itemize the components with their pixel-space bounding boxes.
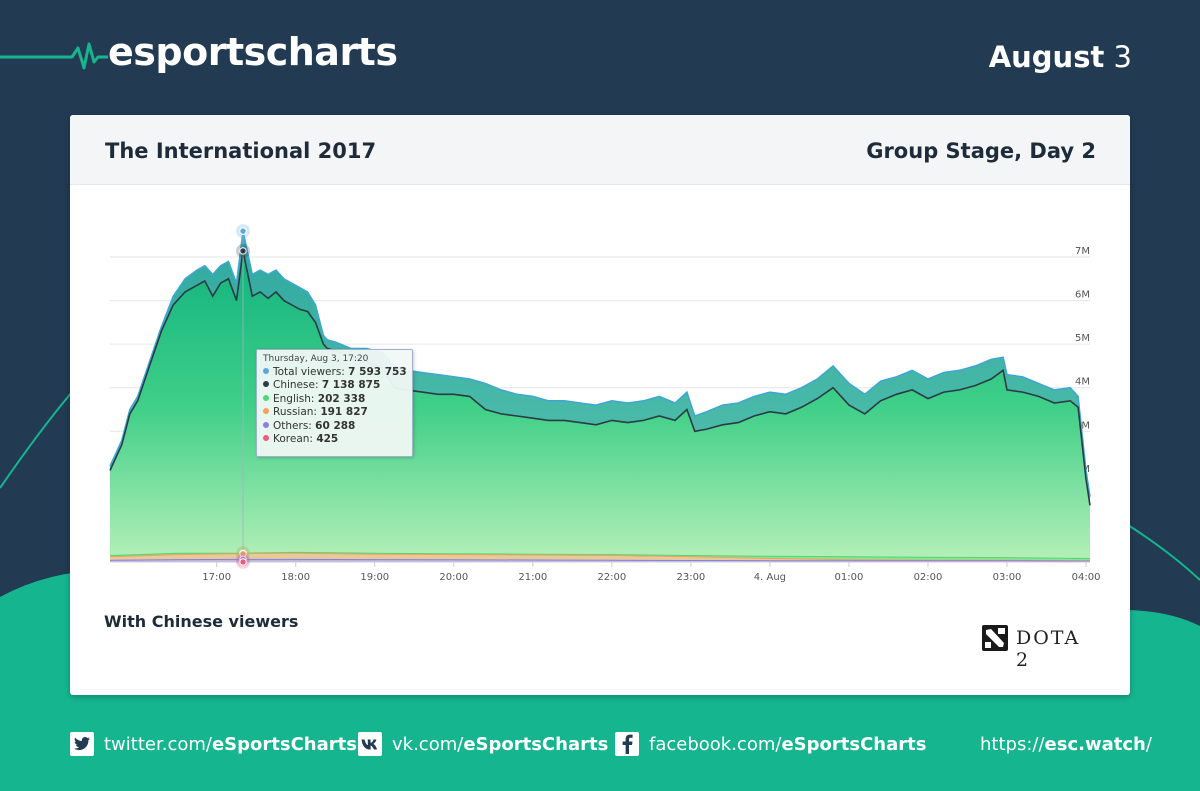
marker-point: [239, 227, 247, 235]
viewers-chart[interactable]: 01M2M3M4M5M6M7M 17:0018:0019:0020:0021:0…: [70, 185, 1130, 605]
tooltip-label: English:: [273, 392, 318, 405]
brand-name: esportscharts: [108, 30, 398, 74]
vk-icon: [358, 732, 382, 756]
tooltip-label: Korean:: [273, 433, 317, 446]
site-domain: esc.watch: [1044, 733, 1146, 755]
stage-subtitle: Group Stage, Day 2: [866, 139, 1096, 163]
tooltip-value: 425: [316, 433, 339, 446]
game-name: DOTA 2: [1016, 627, 1081, 671]
x-tick-label: 19:00: [360, 572, 389, 583]
y-tick-label: 3M: [1075, 420, 1090, 431]
card-header: The International 2017 Group Stage, Day …: [70, 115, 1130, 185]
x-tick-label: 21:00: [518, 572, 547, 583]
tournament-title: The International 2017: [105, 139, 377, 163]
x-tick-label: 22:00: [597, 572, 626, 583]
facebook-prefix: facebook.com/: [649, 733, 782, 755]
y-tick-label: 6M: [1075, 290, 1090, 301]
tooltip-row-korean: Korean: 425: [263, 433, 406, 446]
x-tick-label: 23:00: [676, 572, 705, 583]
date-day: 3: [1113, 40, 1132, 74]
tooltip-row-chinese: Chinese: 7 138 875: [263, 379, 406, 392]
x-tick-label: 17:00: [202, 572, 231, 583]
chart-note: With Chinese viewers: [104, 612, 299, 631]
legend-dot-icon: [263, 408, 269, 415]
series-chinese-area: [110, 250, 1090, 562]
header-date: August 3: [989, 40, 1132, 74]
tooltip-label: Russian:: [273, 406, 321, 419]
y-tick-label: 7M: [1075, 246, 1090, 257]
tooltip-value: 60 288: [315, 419, 356, 432]
site-prefix: https://: [980, 733, 1045, 755]
tooltip-row-russian: Russian: 191 827: [263, 406, 406, 419]
legend-dot-icon: [263, 368, 269, 374]
site-link[interactable]: https://esc.watch /: [980, 731, 1152, 757]
site-suffix: /: [1145, 733, 1152, 755]
footer: twitter.com/eSportsCharts vk.com/eSports…: [0, 731, 1200, 757]
y-tick-label: 4M: [1075, 377, 1090, 388]
series-total-viewers-line: [109, 230, 1091, 497]
facebook-icon: [615, 732, 639, 756]
dota-logo: DOTA 2: [982, 623, 1102, 671]
x-tick-label: 4. Aug: [754, 572, 786, 583]
tooltip-row-others: Others: 60 288: [263, 420, 406, 433]
vk-link[interactable]: vk.com/eSportsCharts: [358, 731, 608, 757]
twitter-icon: [70, 732, 94, 756]
tooltip-label: Others:: [273, 419, 316, 432]
legend-dot-icon: [263, 381, 269, 388]
x-tick-label: 20:00: [439, 572, 468, 583]
tooltip-label: Chinese:: [273, 379, 322, 392]
series-chinese-line: [109, 250, 1091, 506]
tooltip-value: 7 138 875: [321, 379, 381, 392]
x-tick-label: 03:00: [993, 572, 1022, 583]
x-tick-label: 18:00: [281, 572, 310, 583]
twitter-link[interactable]: twitter.com/eSportsCharts: [70, 731, 357, 757]
tooltip-row-total: Total viewers: 7 593 753: [263, 366, 407, 379]
chart-tooltip: Thursday, Aug 3, 17:20 Total viewers: 7 …: [256, 349, 413, 457]
facebook-link[interactable]: facebook.com/eSportsCharts: [615, 731, 926, 757]
twitter-prefix: twitter.com/: [104, 733, 212, 755]
dota-logo-icon: [982, 625, 1008, 651]
legend-dot-icon: [263, 435, 269, 442]
x-tick-label: 01:00: [835, 572, 864, 583]
pulse-icon: [0, 42, 108, 70]
facebook-handle: eSportsCharts: [781, 733, 927, 755]
x-axis: 17:00 18:00 19:00 20:00 21:00 22:00 23:00 4. Au…: [110, 561, 1101, 583]
highlight-markers: [236, 224, 251, 569]
series-others-line: [109, 558, 1091, 562]
marker-point: [239, 247, 247, 255]
tooltip-row-english: English: 202 338: [263, 393, 406, 406]
brand-logo: esportscharts: [0, 30, 420, 80]
date-month: August: [988, 40, 1105, 74]
legend-dot-icon: [263, 421, 269, 428]
legend-dot-icon: [263, 394, 269, 401]
tooltip-label: Total viewers:: [273, 366, 349, 378]
x-tick-label: 02:00: [914, 572, 943, 583]
chart-card: The International 2017 Group Stage, Day …: [70, 115, 1130, 695]
x-tick-label: 04:00: [1072, 572, 1101, 583]
tooltip-value: 7 593 753: [348, 366, 407, 378]
tooltip-header: Thursday, Aug 3, 17:20: [263, 354, 369, 364]
y-tick-label: 5M: [1075, 333, 1090, 344]
vk-handle: eSportsCharts: [463, 733, 609, 755]
tooltip-value: 191 827: [320, 406, 368, 419]
vk-prefix: vk.com/: [392, 733, 464, 755]
marker-point: [239, 558, 247, 566]
twitter-handle: eSportsCharts: [211, 733, 357, 755]
chart-series: [109, 230, 1091, 563]
tooltip-value: 202 338: [317, 392, 366, 405]
